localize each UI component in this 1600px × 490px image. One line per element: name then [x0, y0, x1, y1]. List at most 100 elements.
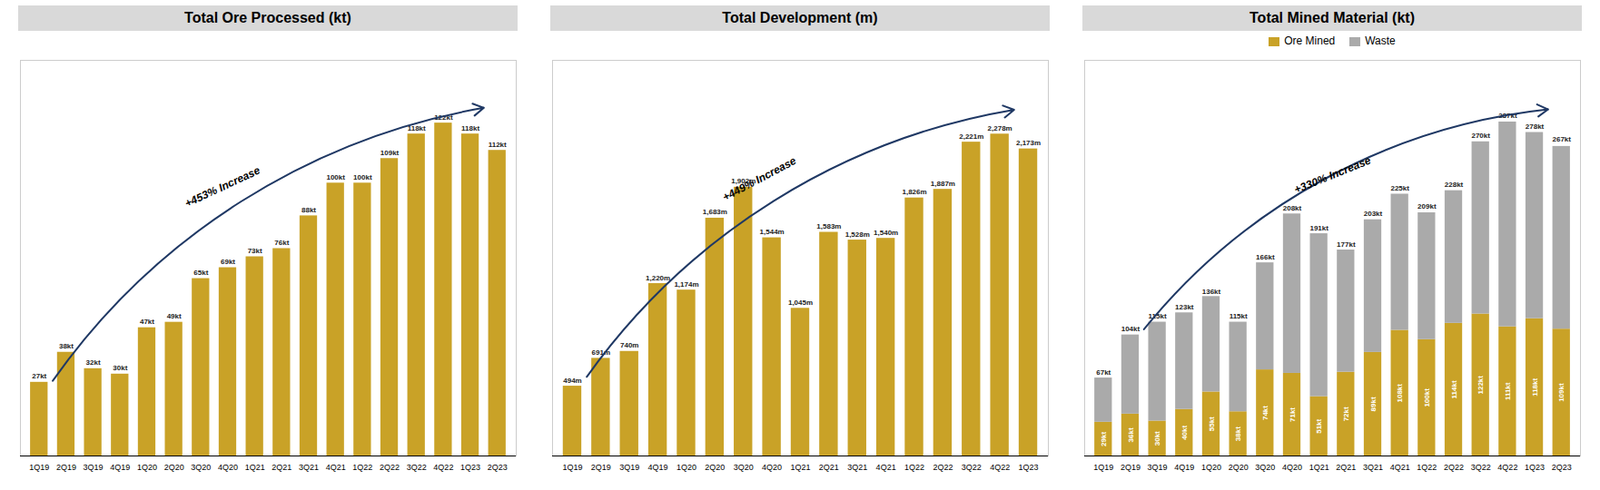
- svg-text:2Q21: 2Q21: [271, 463, 292, 473]
- svg-text:4Q20: 4Q20: [761, 463, 782, 473]
- svg-text:1Q21: 1Q21: [245, 463, 266, 473]
- svg-text:47kt: 47kt: [139, 317, 155, 326]
- svg-text:1,045m: 1,045m: [788, 298, 813, 307]
- svg-text:112kt: 112kt: [488, 140, 507, 149]
- svg-text:3Q22: 3Q22: [406, 463, 427, 473]
- svg-text:40kt: 40kt: [1180, 425, 1189, 441]
- svg-text:2Q20: 2Q20: [1228, 463, 1249, 473]
- svg-text:2,278m: 2,278m: [987, 124, 1013, 133]
- svg-text:209kt: 209kt: [1417, 202, 1437, 211]
- svg-text:72kt: 72kt: [1342, 406, 1351, 422]
- svg-text:29kt: 29kt: [1099, 432, 1108, 447]
- svg-text:1,887m: 1,887m: [930, 179, 956, 188]
- svg-text:122kt: 122kt: [1476, 375, 1485, 396]
- svg-text:114kt: 114kt: [1450, 380, 1459, 399]
- svg-text:1,583m: 1,583m: [816, 222, 841, 231]
- svg-text:100kt: 100kt: [325, 173, 346, 182]
- svg-text:1,220m: 1,220m: [645, 274, 671, 283]
- svg-text:2Q20: 2Q20: [704, 463, 725, 473]
- svg-text:2Q22: 2Q22: [932, 463, 953, 473]
- svg-text:1Q19: 1Q19: [29, 463, 50, 473]
- svg-text:1Q20: 1Q20: [1201, 463, 1222, 473]
- svg-text:115kt: 115kt: [1229, 312, 1248, 321]
- svg-text:118kt: 118kt: [461, 124, 480, 133]
- svg-text:2Q20: 2Q20: [164, 463, 185, 473]
- svg-text:1,683m: 1,683m: [702, 207, 728, 217]
- svg-text:4Q21: 4Q21: [876, 463, 897, 473]
- svg-text:123kt: 123kt: [1175, 303, 1195, 312]
- svg-text:30kt: 30kt: [112, 364, 128, 373]
- svg-text:3Q22: 3Q22: [961, 463, 982, 473]
- svg-text:+330% Increase: +330% Increase: [1292, 153, 1373, 197]
- svg-text:49kt: 49kt: [167, 312, 182, 321]
- svg-text:118kt: 118kt: [1530, 378, 1540, 397]
- svg-text:2Q22: 2Q22: [379, 463, 400, 473]
- svg-text:1,174m: 1,174m: [673, 280, 699, 289]
- svg-text:4Q20: 4Q20: [1282, 463, 1303, 473]
- svg-text:2Q23: 2Q23: [1551, 463, 1572, 473]
- svg-text:2Q21: 2Q21: [1335, 463, 1356, 473]
- svg-text:108kt: 108kt: [1395, 384, 1404, 404]
- svg-text:1Q22: 1Q22: [904, 463, 925, 473]
- svg-text:1Q23: 1Q23: [1018, 463, 1039, 473]
- svg-text:38kt: 38kt: [1234, 426, 1243, 442]
- svg-text:2Q19: 2Q19: [56, 463, 77, 473]
- svg-text:228kt: 228kt: [1444, 180, 1464, 189]
- svg-text:1,528m: 1,528m: [845, 230, 870, 239]
- svg-text:4Q21: 4Q21: [1390, 463, 1411, 473]
- svg-text:27kt: 27kt: [31, 372, 47, 381]
- svg-text:73kt: 73kt: [247, 246, 263, 256]
- svg-text:32kt: 32kt: [86, 358, 101, 367]
- svg-text:208kt: 208kt: [1283, 204, 1303, 213]
- svg-text:100kt: 100kt: [1422, 388, 1432, 408]
- svg-text:100kt: 100kt: [353, 173, 373, 182]
- svg-text:111kt: 111kt: [1503, 382, 1512, 401]
- svg-text:136kt: 136kt: [1202, 287, 1222, 297]
- svg-text:69kt: 69kt: [220, 257, 236, 267]
- svg-text:1Q23: 1Q23: [460, 463, 481, 473]
- svg-text:3Q21: 3Q21: [1362, 463, 1383, 473]
- svg-text:1Q19: 1Q19: [562, 463, 583, 473]
- svg-text:3Q19: 3Q19: [619, 463, 640, 473]
- svg-text:3Q19: 3Q19: [1147, 463, 1168, 473]
- svg-text:74kt: 74kt: [1261, 405, 1270, 421]
- svg-text:71kt: 71kt: [1288, 407, 1297, 423]
- svg-text:55kt: 55kt: [1207, 416, 1216, 432]
- svg-text:494m: 494m: [562, 376, 582, 386]
- svg-text:67kt: 67kt: [1096, 368, 1111, 377]
- svg-text:36kt: 36kt: [1126, 427, 1136, 443]
- svg-text:1Q22: 1Q22: [352, 463, 373, 473]
- svg-text:2Q23: 2Q23: [487, 463, 508, 473]
- svg-text:51kt: 51kt: [1314, 418, 1324, 434]
- svg-text:2Q19: 2Q19: [1120, 463, 1141, 473]
- svg-text:270kt: 270kt: [1471, 131, 1491, 140]
- svg-text:2,173m: 2,173m: [1016, 138, 1041, 148]
- svg-text:109kt: 109kt: [380, 148, 400, 158]
- svg-text:278kt: 278kt: [1525, 122, 1545, 131]
- svg-text:4Q19: 4Q19: [1174, 463, 1195, 473]
- svg-text:4Q22: 4Q22: [989, 463, 1010, 473]
- svg-text:225kt: 225kt: [1390, 184, 1410, 193]
- svg-text:3Q20: 3Q20: [733, 463, 754, 473]
- svg-text:4Q20: 4Q20: [217, 463, 238, 473]
- svg-text:1Q19: 1Q19: [1093, 463, 1114, 473]
- svg-text:3Q21: 3Q21: [298, 463, 319, 473]
- svg-text:1Q20: 1Q20: [676, 463, 697, 473]
- svg-text:4Q19: 4Q19: [648, 463, 669, 473]
- svg-text:191kt: 191kt: [1309, 224, 1329, 233]
- svg-text:4Q19: 4Q19: [109, 463, 130, 473]
- svg-text:166kt: 166kt: [1255, 253, 1275, 262]
- svg-text:1,540m: 1,540m: [873, 228, 899, 238]
- svg-text:3Q20: 3Q20: [190, 463, 211, 473]
- svg-text:+453% Increase: +453% Increase: [182, 163, 263, 210]
- svg-text:4Q21: 4Q21: [325, 463, 346, 473]
- svg-text:109kt: 109kt: [1557, 383, 1566, 403]
- svg-text:2,221m: 2,221m: [958, 132, 984, 141]
- svg-text:88kt: 88kt: [301, 206, 317, 215]
- svg-text:3Q20: 3Q20: [1254, 463, 1275, 473]
- svg-text:30kt: 30kt: [1153, 431, 1162, 446]
- svg-text:1Q23: 1Q23: [1524, 463, 1545, 473]
- svg-text:1Q20: 1Q20: [137, 463, 158, 473]
- svg-text:3Q19: 3Q19: [83, 463, 104, 473]
- svg-text:1Q22: 1Q22: [1416, 463, 1437, 473]
